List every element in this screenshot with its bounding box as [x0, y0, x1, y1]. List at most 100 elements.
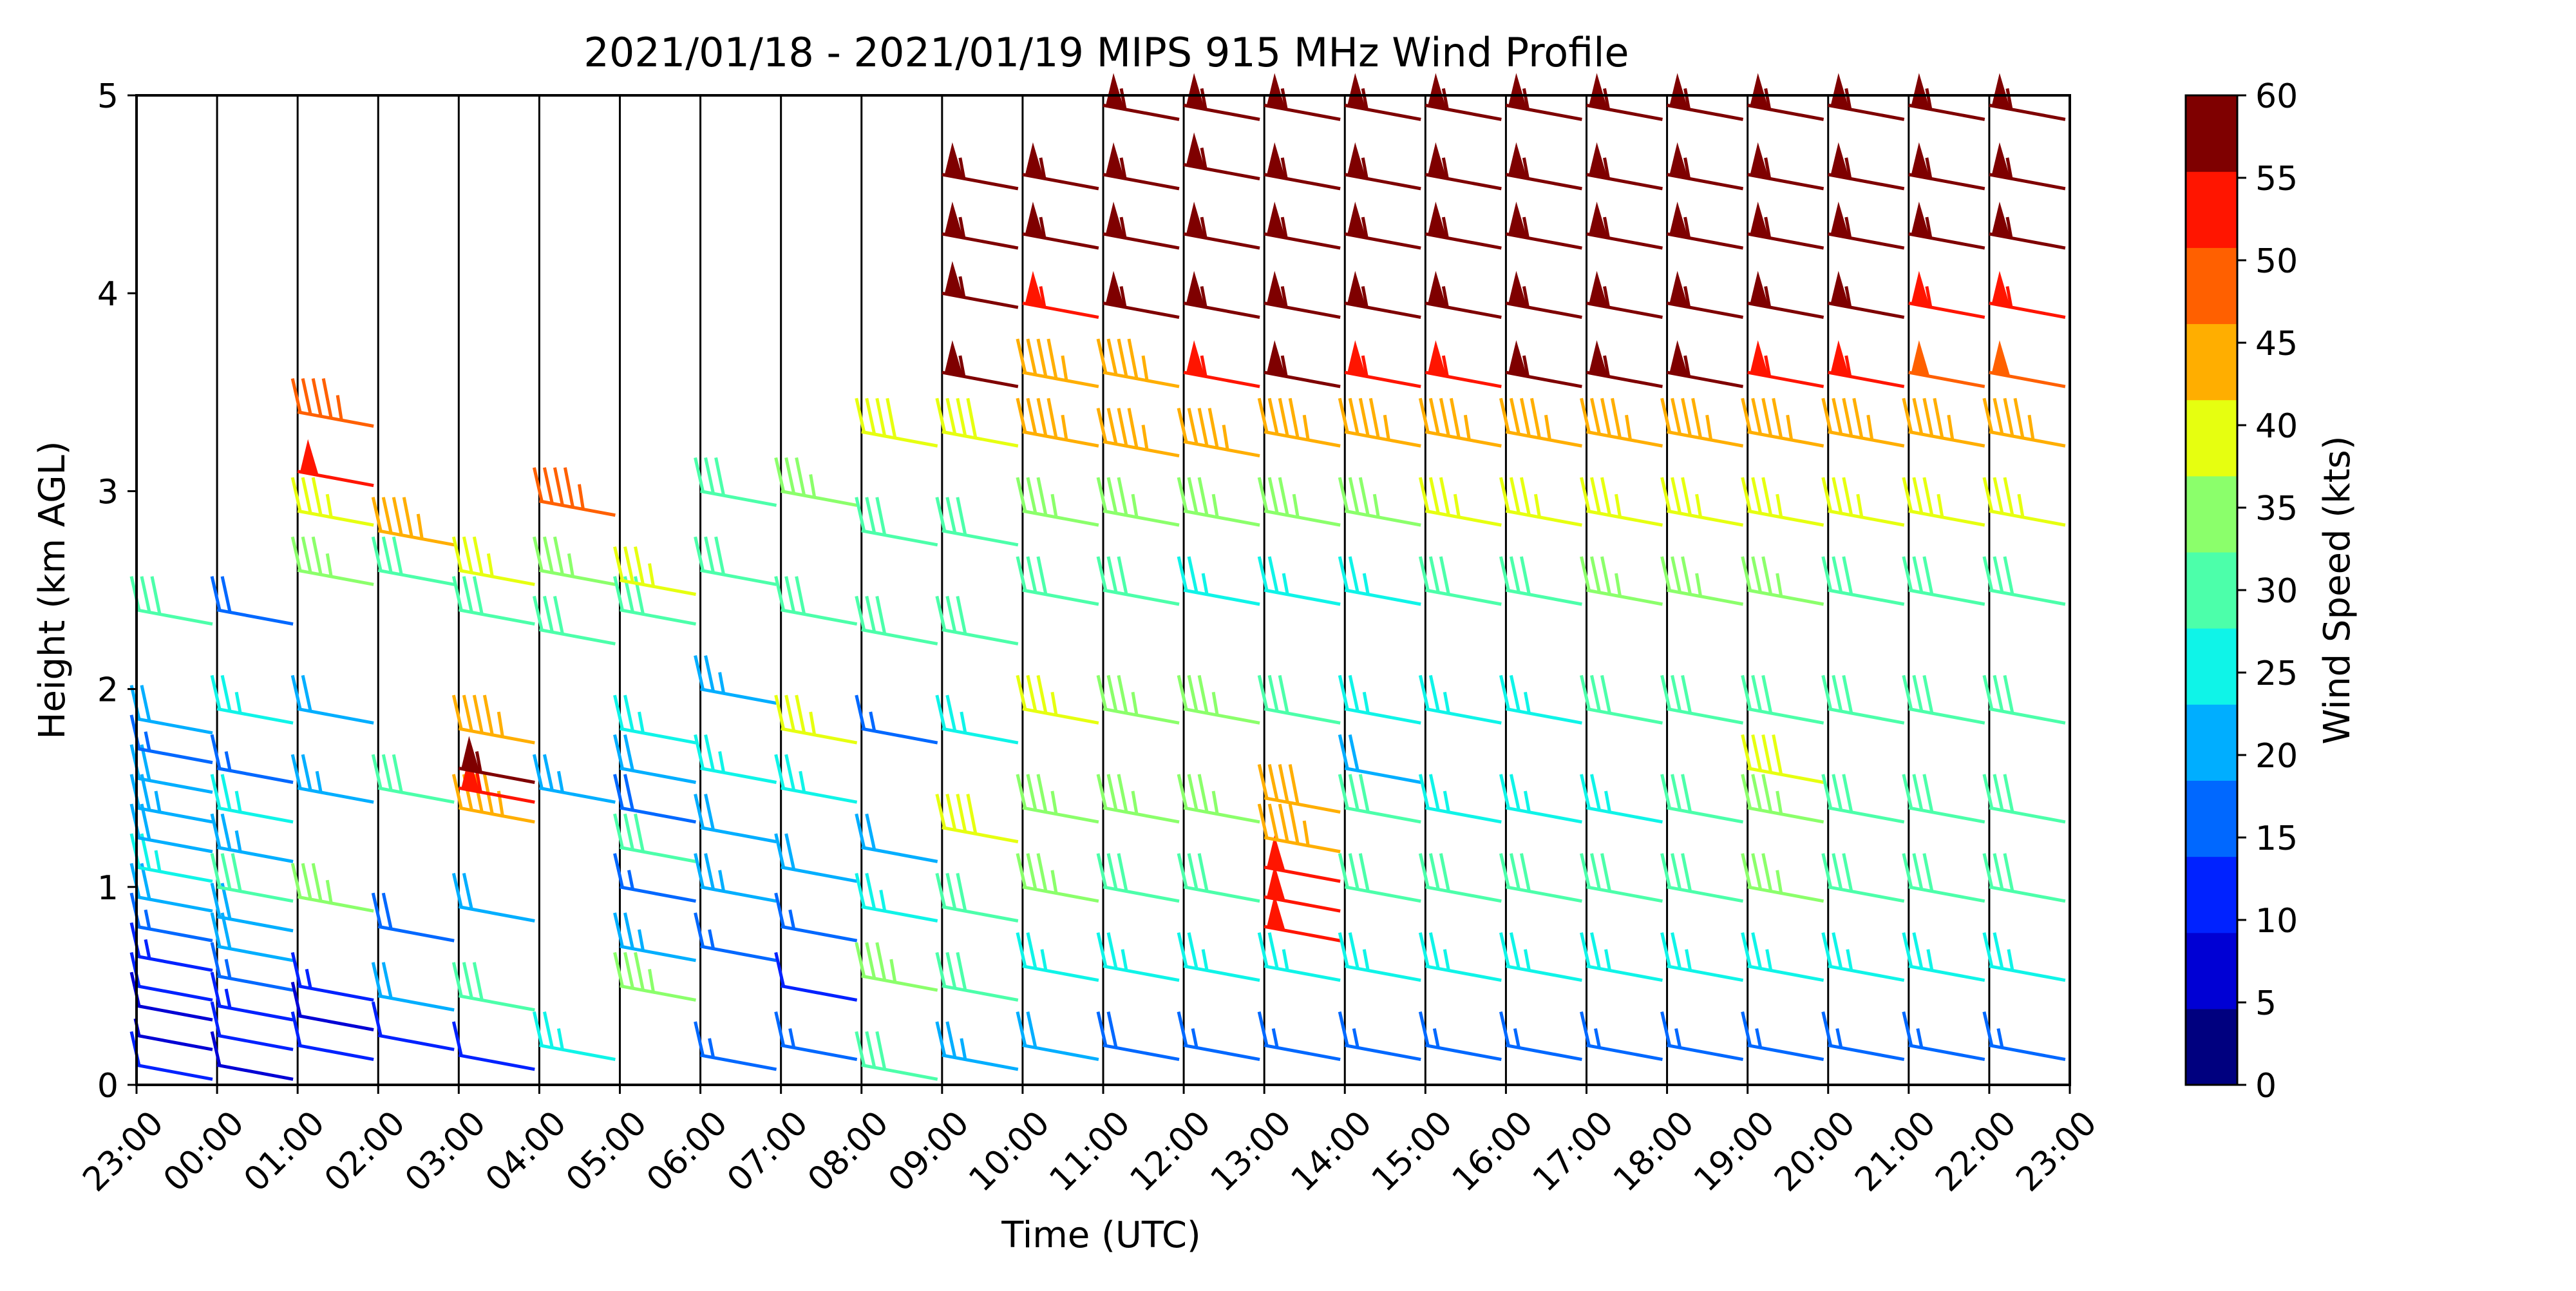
wind-barb-flag — [1267, 894, 1285, 930]
wind-barb-full — [875, 595, 887, 635]
wind-barb-half — [1443, 949, 1450, 971]
wind-barb-full — [1257, 397, 1269, 433]
wind-barb-half — [1362, 949, 1370, 971]
wind-barb — [1741, 734, 1824, 784]
wind-barb-full — [210, 1031, 222, 1066]
wind-barb — [1096, 853, 1180, 903]
wind-barb — [1016, 477, 1099, 527]
wind-barb-flag — [1911, 142, 1929, 177]
wind-barb-full — [392, 497, 403, 535]
wind-barb-full — [1177, 853, 1188, 888]
wind-barb-full — [1671, 774, 1682, 811]
wind-barb-full — [1187, 408, 1198, 445]
colorbar-label: Wind Speed (kts) — [2316, 435, 2358, 744]
wind-barb — [1580, 556, 1663, 606]
colorbar-tick-label: 45 — [2255, 325, 2298, 363]
wind-barb-full — [1671, 674, 1682, 712]
wind-barb-flag — [1911, 271, 1929, 306]
wind-barb — [1660, 1011, 1744, 1062]
wind-barb — [1016, 774, 1099, 824]
wind-barb-half — [809, 473, 817, 498]
x-axis-label: Time (UTC) — [1001, 1214, 1201, 1256]
wind-barb — [774, 1011, 858, 1062]
wind-barb — [1989, 73, 2066, 121]
wind-barb-shaft — [942, 173, 1019, 191]
wind-barb-flag — [1830, 73, 1849, 108]
wind-barb-flag — [1830, 340, 1849, 376]
colorbar-ticks: 0 5 10 15 20 25 30 35 40 45 50 55 60 — [2237, 77, 2298, 1105]
wind-barb-shaft — [942, 370, 1019, 388]
wind-barb-full — [1580, 397, 1591, 433]
wind-barb-shaft — [1747, 173, 1824, 191]
wind-barb — [1902, 556, 1985, 606]
wind-barb-half — [960, 1038, 967, 1060]
wind-barb — [942, 340, 1019, 388]
wind-barb-half — [1764, 88, 1772, 110]
wind-barb — [1667, 340, 1744, 388]
wind-barb-half — [1786, 414, 1794, 440]
wind-barb-full — [784, 576, 796, 613]
wind-barb — [210, 1031, 294, 1081]
wind-barb — [1264, 142, 1341, 191]
wind-barb-flag — [1106, 202, 1124, 237]
wind-barb — [613, 813, 696, 863]
wind-barb-shaft — [1264, 924, 1341, 942]
wind-barb-half — [1764, 216, 1772, 238]
wind-barb-flag — [1508, 142, 1527, 177]
wind-barb-flag — [1347, 340, 1366, 376]
wind-barb-shaft — [1989, 370, 2066, 388]
wind-barb — [1418, 853, 1502, 903]
wind-barb-full — [553, 595, 564, 635]
wind-barb-full — [1418, 556, 1430, 591]
wind-barb-flag — [1186, 202, 1205, 237]
wind-barb-full — [1902, 932, 1913, 967]
wind-barb-full — [1358, 397, 1370, 437]
wind-barb-flag — [1991, 271, 2010, 306]
wind-barb-half — [1050, 870, 1058, 894]
wind-barb-flag — [1025, 202, 1043, 237]
wind-barb — [774, 754, 858, 804]
wind-barb-full — [451, 872, 463, 908]
wind-barb-full — [1177, 477, 1188, 512]
wind-barb-full — [1902, 477, 1913, 512]
wind-barb — [774, 833, 858, 883]
wind-barb-full — [1580, 932, 1591, 967]
wind-barb-half — [567, 553, 574, 577]
wind-barb-shaft — [1586, 103, 1663, 121]
wind-barb-full — [886, 397, 897, 439]
wind-barb-shaft — [1264, 370, 1341, 388]
wind-barb-full — [1842, 774, 1853, 812]
wind-barb-full — [1671, 932, 1682, 969]
wind-barb-full — [1761, 853, 1773, 892]
wind-barb-flag — [1750, 340, 1768, 376]
wind-barb-full — [1338, 853, 1349, 888]
wind-barb-full — [381, 497, 393, 533]
wind-barb-full — [1611, 397, 1622, 439]
wind-barb — [1989, 340, 2066, 388]
wind-barb — [1505, 271, 1582, 320]
wind-barb-full — [1842, 853, 1853, 892]
wind-barb-shaft — [1505, 103, 1582, 121]
wind-barb — [1902, 397, 1985, 448]
wind-barb-full — [1348, 734, 1359, 771]
wind-barb-full — [1982, 674, 1994, 710]
wind-barb-full — [855, 813, 866, 848]
wind-barb-flag — [1267, 202, 1285, 237]
wind-barb-half — [1280, 216, 1288, 238]
wind-barb — [1338, 556, 1421, 606]
wind-barb-half — [1131, 493, 1139, 517]
wind-barb-full — [774, 694, 786, 730]
wind-barb-full — [210, 912, 222, 948]
wind-barb — [210, 774, 294, 824]
wind-barb-full — [1358, 853, 1370, 892]
wind-barb-half — [1200, 216, 1208, 238]
wind-barb-shaft — [1264, 865, 1341, 883]
wind-barb — [935, 595, 1019, 646]
wind-barb-half — [1925, 286, 1933, 308]
wind-barb — [1821, 397, 1905, 448]
wind-barb-full — [532, 536, 544, 571]
wind-barb — [1741, 1011, 1824, 1062]
wind-barb — [1177, 853, 1260, 903]
wind-barb — [1747, 271, 1824, 320]
colorbar-segment — [2186, 856, 2237, 933]
